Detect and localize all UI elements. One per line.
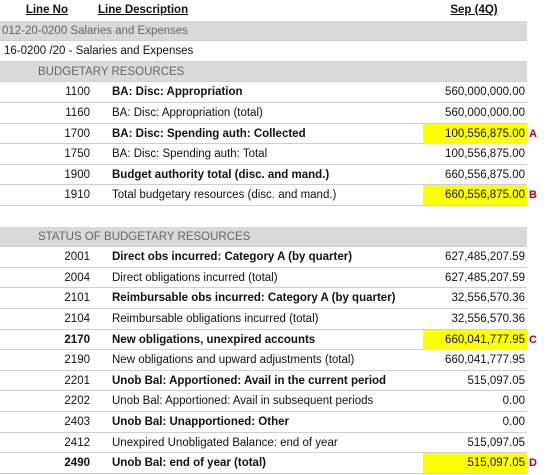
col-description: Line Description: [98, 4, 189, 16]
line-row: 2101 Reimbursable obs incurred: Category …: [0, 288, 527, 309]
line-description: Reimbursable obligations incurred (total…: [112, 313, 319, 325]
marker: B: [529, 189, 537, 202]
line-value: 515,097.05: [467, 436, 525, 449]
line-no: 2202: [64, 395, 90, 408]
line-row: 2190 New obligations and upward adjustmen…: [0, 350, 527, 371]
line-row: 2104 Reimbursable obligations incurred (t…: [0, 309, 527, 330]
line-no: 2001: [64, 251, 90, 264]
line-value: 32,556,570.36: [451, 292, 525, 305]
line-no: 2170: [64, 333, 90, 346]
title-row: 16-0200 /20 - Salaries and Expenses: [0, 41, 527, 62]
line-value: 515,097.05: [467, 374, 525, 387]
line-value: 100,556,875.00: [445, 148, 525, 161]
line-row: 1910 Total budgetary resources (disc. and…: [0, 185, 537, 206]
marker: A: [529, 127, 537, 140]
line-description: Unexpired Unobligated Balance: end of ye…: [112, 436, 338, 449]
line-row: 1900 Budget authority total (disc. and ma…: [0, 165, 527, 186]
line-description: Direct obs incurred: Category A (by quar…: [112, 251, 353, 264]
line-row: 2001 Direct obs incurred: Category A (by …: [0, 247, 527, 268]
line-row: 2202 Unob Bal: Apportioned: Avail in subs…: [0, 391, 527, 412]
line-description: Reimbursable obs incurred: Category A (b…: [112, 292, 396, 305]
line-value: 660,041,777.95: [423, 329, 527, 350]
line-no: 2403: [64, 416, 90, 428]
line-value: 0.00: [502, 416, 525, 428]
section-row: BUDGETARY RESOURCES: [0, 61, 527, 83]
line-description: New obligations and upward adjustments (…: [112, 354, 355, 367]
line-no: 2104: [64, 313, 90, 325]
line-no: 1910: [64, 189, 90, 202]
line-no: 1900: [64, 168, 90, 181]
line-no: 1100: [65, 86, 90, 99]
line-no: 2101: [64, 292, 90, 305]
line-row: 1750 BA: Disc: Spending auth: Total 100,55…: [0, 144, 527, 165]
line-description: BA: Disc: Appropriation (total): [112, 107, 263, 119]
line-no: 2004: [64, 271, 90, 284]
line-row: 1160 BA: Disc: Appropriation (total) 560,0…: [0, 103, 527, 124]
line-row: 2201 Unob Bal: Apportioned: Avail in the …: [0, 371, 527, 392]
line-no: 2412: [64, 436, 90, 449]
line-description: Direct obligations incurred (total): [112, 271, 278, 284]
line-value: 660,556,875.00: [423, 185, 527, 206]
line-description: Total budgetary resources (disc. and man…: [112, 189, 337, 202]
line-description: Unob Bal: Apportioned: Avail in subseque…: [112, 395, 374, 408]
line-description: Budget authority total (disc. and mand.): [112, 168, 330, 181]
line-no: 1700: [64, 127, 90, 140]
line-description: New obligations, unexpired accounts: [112, 333, 316, 346]
section-label: BUDGETARY RESOURCES: [38, 65, 185, 78]
line-value: 627,485,207.59: [445, 271, 525, 284]
line-no: 2190: [64, 354, 90, 367]
header-row: Line No Line Description Sep (4Q): [0, 0, 527, 21]
line-description: Unob Bal: Apportioned: Avail in the curr…: [112, 374, 387, 387]
section-row: STATUS OF BUDGETARY RESOURCES: [0, 226, 527, 248]
line-row: 1700 BA: Disc: Spending auth: Collected 10…: [0, 123, 537, 145]
account-row: 012-20-0200 Salaries and Expenses: [0, 20, 527, 42]
line-description: Unob Bal: end of year (total): [112, 457, 266, 470]
line-description: BA: Disc: Spending auth: Total: [112, 148, 268, 161]
account-code: 012-20-0200 Salaries and Expenses: [2, 24, 189, 37]
account-title: 16-0200 /20 - Salaries and Expenses: [4, 45, 194, 58]
line-description: Unob Bal: Unapportioned: Other: [112, 416, 289, 428]
marker: C: [529, 333, 537, 346]
line-row: 2170 New obligations, unexpired accounts 6…: [0, 329, 537, 351]
line-row: 2004 Direct obligations incurred (total) 6…: [0, 268, 527, 289]
line-value: 0.00: [502, 395, 525, 408]
line-row: 2403 Unob Bal: Unapportioned: Other 0.00: [0, 412, 527, 433]
line-value: 560,000,000.00: [445, 107, 525, 119]
line-value: 100,556,875.00: [423, 123, 527, 144]
line-row: 2490 Unob Bal: end of year (total) 515,097…: [0, 453, 537, 474]
line-value: 560,000,000.00: [445, 86, 525, 99]
line-value: 32,556,570.36: [451, 313, 525, 325]
line-row: 2412 Unexpired Unobligated Balance: end o…: [0, 433, 527, 454]
col-line-no: Line No: [25, 4, 68, 16]
line-description: BA: Disc: Spending auth: Collected: [112, 127, 306, 140]
line-no: 2201: [64, 374, 90, 387]
line-value: 627,485,207.59: [445, 251, 525, 264]
line-description: BA: Disc: Appropriation: [112, 86, 243, 99]
line-no: 2490: [64, 457, 90, 470]
line-value: 660,556,875.00: [445, 168, 525, 181]
section-label: STATUS OF BUDGETARY RESOURCES: [38, 230, 251, 243]
col-period: Sep (4Q): [450, 4, 498, 16]
line-no: 1160: [65, 107, 90, 119]
line-value: 660,041,777.95: [445, 354, 525, 367]
line-no: 1750: [64, 148, 90, 161]
line-value: 515,097.05: [423, 453, 527, 474]
marker: D: [529, 457, 537, 470]
line-row: 1100 BA: Disc: Appropriation 560,000,000.0…: [0, 82, 527, 103]
